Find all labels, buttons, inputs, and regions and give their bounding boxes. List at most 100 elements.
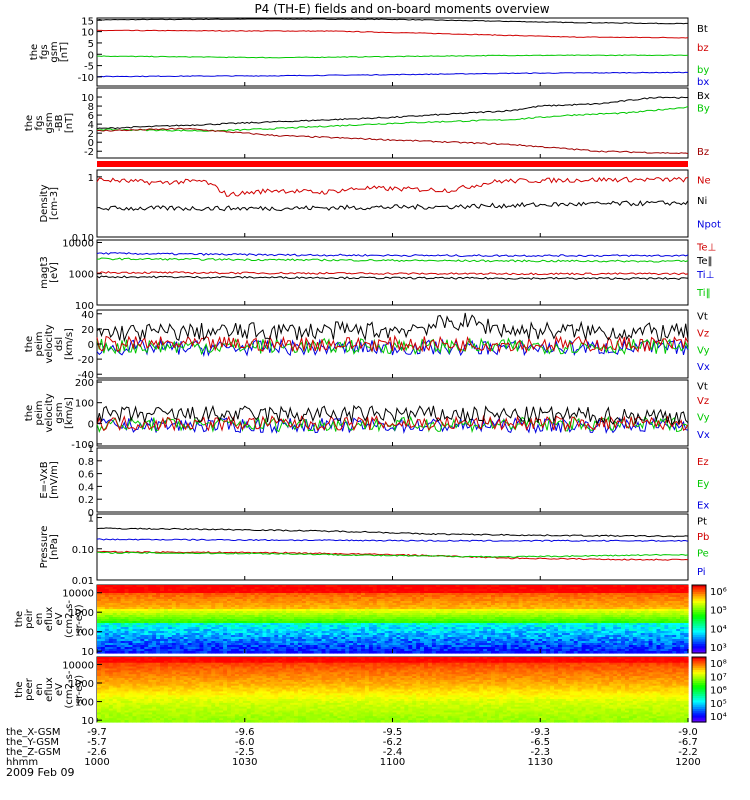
- spectrogram-cell: [357, 637, 362, 640]
- spectrogram-cell: [357, 589, 362, 592]
- spectrogram-cell: [680, 631, 685, 634]
- spectrogram-cell: [301, 601, 307, 604]
- spectrogram-cell: [554, 637, 559, 640]
- spectrogram-cell: [664, 593, 669, 596]
- spectrogram-cell: [475, 609, 480, 612]
- spectrogram-cell: [230, 647, 236, 650]
- spectrogram-cell: [617, 637, 622, 640]
- spectrogram-cell: [443, 633, 449, 636]
- spectrogram-cell: [282, 585, 287, 588]
- spectrogram-cell: [124, 631, 130, 634]
- spectrogram-cell: [632, 617, 638, 620]
- spectrogram-cell: [297, 631, 303, 634]
- spectrogram-cell: [297, 591, 303, 594]
- spectrogram-cell: [416, 627, 421, 630]
- spectrogram-cell: [577, 611, 583, 614]
- spectrogram-cell: [329, 593, 334, 596]
- spectrogram-cell: [617, 629, 622, 632]
- spectrogram-cell: [203, 637, 208, 640]
- spectrogram-cell: [128, 605, 134, 608]
- spectrogram-cell: [408, 595, 413, 598]
- spectrogram-cell: [597, 641, 602, 644]
- spectrogram-cell: [577, 595, 583, 598]
- spectrogram-cell: [550, 609, 555, 612]
- spectrogram-cell: [384, 597, 390, 600]
- spectrogram-cell: [104, 625, 110, 628]
- spectrogram-cell: [270, 627, 275, 630]
- spectrogram-cell: [510, 585, 516, 588]
- spectrogram-cell: [266, 585, 271, 588]
- spectrogram-cell: [282, 591, 287, 594]
- spectrogram-cell: [132, 587, 137, 590]
- spectrogram-cell: [274, 607, 279, 610]
- spectrogram-cell: [526, 641, 531, 644]
- y-tick-label: -2: [84, 147, 94, 158]
- spectrogram-cell: [439, 621, 445, 624]
- spectrogram-cell: [648, 607, 654, 610]
- spectrogram-cell: [290, 645, 295, 648]
- spectrogram-cell: [439, 623, 445, 626]
- spectrogram-cell: [372, 643, 378, 646]
- spectrogram-cell: [388, 623, 394, 626]
- spectrogram-cell: [242, 623, 248, 626]
- spectrogram-cell: [526, 617, 531, 620]
- spectrogram-cell: [475, 587, 480, 590]
- spectrogram-cell: [550, 613, 555, 616]
- spectrogram-cell: [585, 629, 591, 632]
- spectrogram-cell: [439, 617, 445, 620]
- spectrogram-cell: [360, 589, 366, 592]
- spectrogram-cell: [463, 619, 468, 622]
- spectrogram-cell: [467, 625, 472, 628]
- spectrogram-cell: [498, 589, 504, 592]
- spectrogram-cell: [427, 591, 433, 594]
- spectrogram-cell: [219, 591, 224, 594]
- spectrogram-cell: [238, 607, 244, 610]
- spectrogram-cell: [510, 629, 516, 632]
- spectrogram-cell: [337, 597, 342, 600]
- spectrogram-cell: [388, 645, 394, 648]
- spectrogram-cell: [337, 611, 342, 614]
- spectrogram-cell: [364, 635, 370, 638]
- spectrogram-cell: [305, 603, 311, 606]
- spectrogram-cell: [680, 595, 685, 598]
- spectrogram-cell: [368, 595, 374, 598]
- spectrogram-cell: [491, 627, 496, 630]
- spectrogram-cell: [557, 631, 563, 634]
- spectrogram-cell: [597, 611, 602, 614]
- spectrogram-cell: [203, 621, 208, 624]
- spectrogram-cell: [455, 647, 461, 650]
- spectrogram-cell: [345, 597, 350, 600]
- spectrogram-cell: [305, 613, 311, 616]
- spectrogram-cell: [483, 613, 488, 616]
- spectrogram-cell: [156, 631, 161, 634]
- spectrogram-cell: [491, 633, 496, 636]
- spectrogram-cell: [286, 619, 291, 622]
- spectrogram-cell: [376, 627, 382, 630]
- spectrogram-cell: [589, 591, 595, 594]
- spectrogram-cell: [668, 587, 673, 590]
- spectrogram-cell: [128, 623, 134, 626]
- spectrogram-cell: [203, 617, 208, 620]
- spectrogram-cell: [542, 593, 547, 596]
- spectrogram-cell: [605, 645, 610, 648]
- spectrogram-cell: [561, 627, 567, 630]
- spectrogram-cell: [372, 627, 378, 630]
- spectrogram-cell: [215, 595, 220, 598]
- spectrogram-cell: [246, 615, 252, 618]
- spectrogram-cell: [353, 615, 358, 618]
- spectrogram-cell: [274, 601, 279, 604]
- spectrogram-cell: [518, 621, 524, 624]
- spectrogram-cell: [424, 589, 429, 592]
- spectrogram-cell: [171, 601, 177, 604]
- spectrogram-cell: [266, 629, 271, 632]
- spectrogram-cell: [542, 615, 547, 618]
- spectrogram-cell: [329, 589, 334, 592]
- spectrogram-cell: [301, 599, 307, 602]
- spectrogram-cell: [652, 611, 658, 614]
- spectrogram-cell: [286, 585, 291, 588]
- spectrogram-cell: [479, 627, 484, 630]
- spectrogram-cell: [215, 589, 220, 592]
- spectrogram-cell: [183, 625, 189, 628]
- spectrogram-cell: [550, 601, 555, 604]
